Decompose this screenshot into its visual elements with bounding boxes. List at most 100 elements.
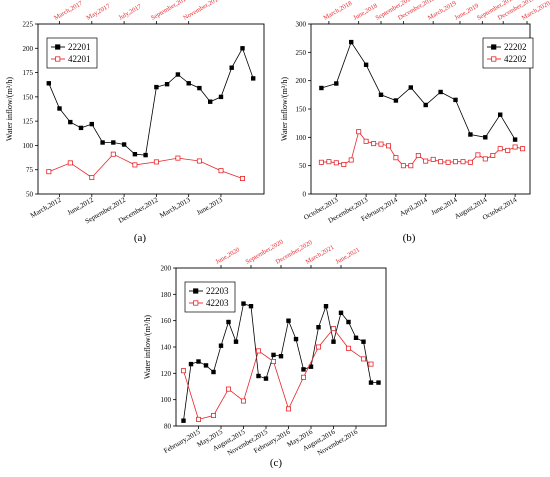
data-point — [240, 398, 246, 404]
data-point — [211, 369, 216, 375]
data-point — [460, 159, 466, 165]
data-point — [363, 138, 369, 144]
y-tick-label: 250 — [296, 49, 307, 57]
data-point — [512, 144, 518, 150]
x-tick-label: April,2014 — [398, 196, 429, 218]
data-point — [46, 81, 51, 86]
data-point — [143, 152, 148, 158]
data-point — [453, 97, 458, 103]
data-point — [368, 361, 374, 367]
data-point — [348, 39, 354, 45]
legend-box — [482, 37, 534, 69]
data-point — [270, 358, 276, 364]
data-point — [255, 348, 261, 354]
data-point — [263, 376, 269, 381]
y-tick-label: 100 — [296, 134, 307, 142]
y-tick-label: 300 — [296, 21, 307, 29]
data-point — [445, 159, 451, 165]
data-point — [186, 81, 191, 86]
data-point — [360, 356, 366, 362]
y-tick-label: 225 — [23, 21, 34, 29]
data-point — [333, 160, 339, 166]
data-point — [430, 156, 436, 162]
plot-frame — [37, 23, 265, 195]
legend-box — [46, 37, 98, 69]
data-point — [196, 158, 202, 164]
data-point — [361, 339, 366, 344]
data-point — [438, 89, 443, 95]
data-point — [67, 160, 73, 166]
top-x-tick-label: November,2017 — [182, 0, 222, 22]
y-tick-label: 0 — [303, 191, 307, 199]
data-point — [68, 119, 73, 125]
legend: 22203 42203 — [184, 281, 236, 313]
top-x-tick-label: June,2018 — [352, 2, 378, 21]
series-line — [48, 153, 243, 179]
series-22202 — [319, 39, 518, 142]
y-tick-label: 180 — [161, 291, 172, 299]
data-point — [121, 142, 127, 147]
data-point — [226, 319, 231, 325]
data-point — [111, 140, 116, 145]
data-point — [210, 412, 216, 418]
y-axis-title: Water inflow/(m³/h) — [5, 77, 14, 142]
data-point — [293, 336, 299, 342]
data-point — [132, 151, 138, 157]
data-point — [154, 84, 159, 90]
x-tick-label: October,2014 — [481, 196, 518, 222]
panel-label: (a) — [134, 232, 147, 244]
data-point — [197, 85, 202, 91]
data-point — [225, 386, 231, 392]
data-point — [467, 159, 473, 165]
data-point — [218, 343, 224, 348]
data-point — [181, 418, 186, 423]
data-point — [331, 339, 336, 344]
data-point — [203, 363, 209, 368]
data-point — [57, 106, 62, 111]
data-point — [175, 155, 181, 161]
data-point — [308, 364, 314, 369]
y-tick-label: 125 — [23, 118, 34, 126]
data-point — [207, 99, 213, 104]
data-point — [271, 352, 276, 358]
data-point — [323, 303, 329, 309]
y-tick-label: 80 — [164, 423, 172, 431]
data-point — [378, 141, 384, 147]
top-x-tick-label: June,2020 — [215, 246, 241, 265]
x-tick-label: March,2013 — [158, 196, 192, 220]
data-point — [423, 158, 429, 164]
data-point — [319, 85, 324, 91]
data-point — [345, 345, 351, 351]
legend-marker — [491, 56, 497, 62]
data-point — [346, 319, 351, 325]
legend-label: 22202 — [504, 42, 527, 52]
data-point — [408, 85, 413, 90]
data-point — [348, 157, 354, 163]
data-point — [315, 344, 321, 350]
y-axis-title: Water inflow/(m³/h) — [280, 77, 289, 142]
data-point — [438, 159, 444, 165]
data-point — [285, 406, 291, 412]
data-point — [286, 318, 291, 323]
data-point — [368, 380, 374, 385]
legend-label: 42201 — [68, 54, 91, 64]
data-point — [341, 161, 347, 167]
y-tick-label: 120 — [161, 370, 172, 378]
y-tick-label: 200 — [23, 45, 34, 53]
y-tick-label: 200 — [296, 77, 307, 85]
data-point — [468, 132, 473, 137]
data-point — [334, 81, 339, 86]
y-tick-label: 150 — [23, 93, 34, 101]
data-point — [180, 368, 186, 374]
x-tick-label: June,2013 — [195, 196, 224, 217]
data-point — [229, 65, 234, 70]
legend-marker — [55, 56, 61, 62]
series-line — [183, 327, 372, 420]
y-axis-title: Water inflow/(m³/h) — [143, 315, 152, 380]
data-point — [218, 94, 224, 100]
y-tick-label: 100 — [161, 396, 172, 404]
panel-label: (b) — [403, 232, 416, 244]
data-point — [110, 151, 116, 157]
data-point — [326, 159, 332, 165]
legend-marker — [193, 300, 199, 306]
